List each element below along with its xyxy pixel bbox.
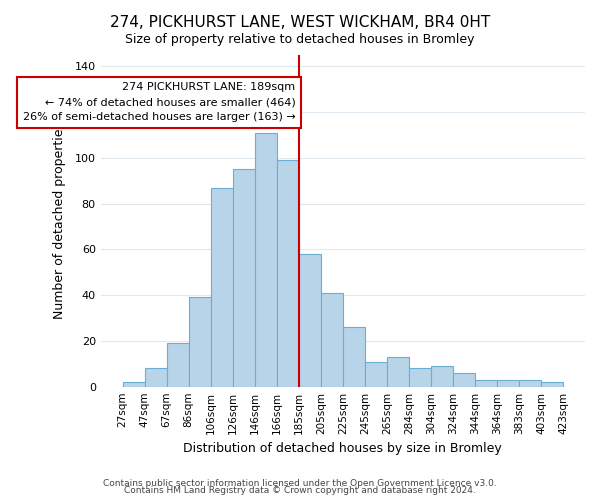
Text: Size of property relative to detached houses in Bromley: Size of property relative to detached ho… [125,32,475,46]
Bar [189,298,211,386]
Y-axis label: Number of detached properties: Number of detached properties [53,122,67,320]
Bar [519,380,541,386]
Bar [255,133,277,386]
Bar [541,382,563,386]
Bar [277,160,299,386]
Text: Contains HM Land Registry data © Crown copyright and database right 2024.: Contains HM Land Registry data © Crown c… [124,486,476,495]
Bar [321,293,343,386]
Bar [497,380,519,386]
Bar [409,368,431,386]
Bar [431,366,453,386]
Bar [233,170,255,386]
Bar [211,188,233,386]
X-axis label: Distribution of detached houses by size in Bromley: Distribution of detached houses by size … [184,442,502,455]
Text: 274 PICKHURST LANE: 189sqm
← 74% of detached houses are smaller (464)
26% of sem: 274 PICKHURST LANE: 189sqm ← 74% of deta… [23,82,296,122]
Bar [299,254,321,386]
Text: 274, PICKHURST LANE, WEST WICKHAM, BR4 0HT: 274, PICKHURST LANE, WEST WICKHAM, BR4 0… [110,15,490,30]
Bar [475,380,497,386]
Bar [365,362,387,386]
Bar [123,382,145,386]
Bar [145,368,167,386]
Bar [453,373,475,386]
Bar [387,357,409,386]
Text: Contains public sector information licensed under the Open Government Licence v3: Contains public sector information licen… [103,478,497,488]
Bar [167,343,189,386]
Bar [343,327,365,386]
